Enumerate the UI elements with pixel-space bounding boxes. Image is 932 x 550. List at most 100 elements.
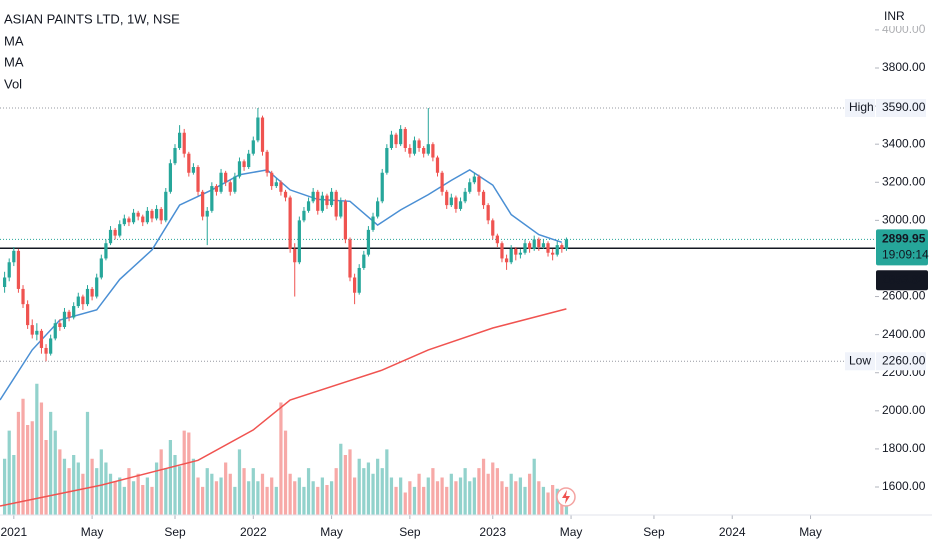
volume-bar xyxy=(352,477,357,515)
candle-body xyxy=(108,229,113,244)
legend-entry: Vol xyxy=(4,76,22,91)
candle-body xyxy=(311,191,315,202)
volume-bar xyxy=(279,402,283,515)
volume-bar xyxy=(357,458,361,515)
x-tick-label: 2022 xyxy=(240,525,267,539)
axes: 1600.001800.002000.002200.002400.002600.… xyxy=(0,8,932,539)
volume-bar xyxy=(564,500,569,515)
candle-body xyxy=(224,172,228,183)
candle-body xyxy=(136,212,140,217)
volume-bar xyxy=(412,486,417,515)
volume-bar xyxy=(297,477,301,515)
candle-body xyxy=(154,208,159,219)
volume-bar xyxy=(518,477,523,515)
volume-bar xyxy=(362,468,366,515)
candle-body xyxy=(127,218,131,223)
high-name-bg xyxy=(845,98,875,117)
moving-average-line xyxy=(0,169,563,401)
y-tick-label: 3800.00 xyxy=(882,60,926,74)
volume-bar xyxy=(205,468,209,515)
low-name: Low xyxy=(849,353,871,367)
candle-body xyxy=(247,153,251,168)
volume-bar xyxy=(555,488,559,515)
volume-bar xyxy=(288,473,292,515)
candle-body xyxy=(76,296,80,307)
candle-body xyxy=(435,157,440,173)
volume-bar xyxy=(256,481,260,515)
volume-bar xyxy=(187,432,191,515)
volume-bar xyxy=(233,486,237,515)
candle-body xyxy=(12,250,16,263)
candle-body xyxy=(283,191,288,198)
candle-body xyxy=(26,304,30,326)
volume-bar xyxy=(228,473,232,515)
candle-body xyxy=(495,235,499,244)
y-tick-label: 3000.00 xyxy=(882,213,926,227)
x-tick-label: Sep xyxy=(643,525,665,539)
volume-bar xyxy=(159,449,163,515)
x-tick-label: Sep xyxy=(399,525,421,539)
volume-bar xyxy=(270,477,274,515)
volume-bar xyxy=(173,455,177,515)
volume-bar xyxy=(265,486,269,515)
candle-body xyxy=(399,128,403,145)
candle-body xyxy=(514,248,518,255)
volume-bar xyxy=(164,468,168,515)
volume-bar xyxy=(408,481,412,515)
volume-bar xyxy=(242,468,246,515)
candle-body xyxy=(141,216,145,223)
candle-body xyxy=(458,201,463,209)
volume-bar xyxy=(468,481,472,515)
x-tick-label: 2024 xyxy=(719,525,746,539)
candle-body xyxy=(500,243,504,259)
currency-label: INR xyxy=(884,9,905,23)
volume-bar xyxy=(320,477,324,515)
volume-bar xyxy=(527,473,532,515)
x-tick-label: 2023 xyxy=(479,525,506,539)
candle-body xyxy=(2,277,7,288)
volume-bar xyxy=(95,468,99,515)
candle-body xyxy=(279,182,283,192)
candle-body xyxy=(551,252,555,255)
candle-body xyxy=(532,239,536,249)
candle-body xyxy=(555,245,559,255)
candle-body xyxy=(417,140,421,148)
volume-bar xyxy=(251,468,255,515)
candle-body xyxy=(53,323,57,339)
candle-body xyxy=(339,201,343,217)
chart-title: ASIAN PAINTS LTD, 1W, NSE xyxy=(4,11,180,26)
candle-body xyxy=(426,144,430,154)
candle-body xyxy=(81,296,85,305)
candle-body xyxy=(113,229,117,236)
candle-body xyxy=(44,347,48,354)
candle-body xyxy=(39,330,44,348)
volume-bar xyxy=(329,481,334,515)
volume-bar xyxy=(495,468,499,515)
volume-bar xyxy=(403,492,407,515)
candle-body xyxy=(491,220,495,236)
volume-bar xyxy=(283,430,288,515)
volume-bar xyxy=(431,468,435,515)
volume-bar xyxy=(99,449,103,515)
candle-body xyxy=(546,243,550,253)
candle-body xyxy=(343,201,348,240)
volume-bar xyxy=(274,486,278,515)
volume-bar xyxy=(154,462,159,515)
candle-body xyxy=(527,243,532,249)
candle-body xyxy=(376,201,380,217)
volume-bar xyxy=(214,481,219,515)
candle-body xyxy=(454,197,458,209)
candle-body xyxy=(380,172,384,202)
candle-body xyxy=(205,210,209,217)
y-tick-label: 1600.00 xyxy=(882,479,926,493)
candle-body xyxy=(329,191,334,206)
volume-bar xyxy=(417,473,421,515)
volume-bar xyxy=(491,462,495,515)
volume-bar xyxy=(141,485,145,515)
volume-bar xyxy=(58,449,62,515)
candle-body xyxy=(7,262,11,278)
volume-bar xyxy=(182,430,186,515)
candle-body xyxy=(509,248,513,263)
volume-bar xyxy=(224,462,228,515)
alert-icon[interactable] xyxy=(556,487,576,507)
